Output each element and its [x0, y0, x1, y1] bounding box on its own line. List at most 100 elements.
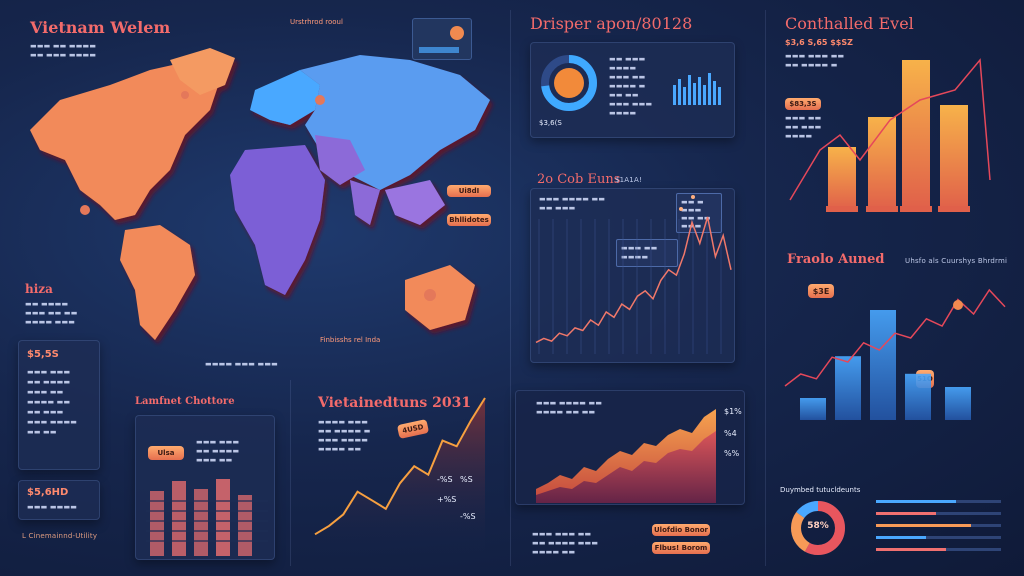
mini-bar: [673, 85, 676, 105]
bar: [870, 310, 896, 420]
panel-text: ▬▬▬ ▬▬▬▬ ▬▬ ▬▬ ▬▬▬: [539, 195, 606, 212]
map-pill-1[interactable]: Ui8dI: [447, 185, 491, 197]
mini-bar: [678, 79, 681, 105]
growth-label: +%S: [437, 495, 457, 504]
mini-bar: [703, 85, 706, 105]
tooltip-box: ▬▬ ▬ ▬▬▬ ▬▬ ▬▬ ▬▬▬: [676, 193, 722, 233]
greenland: [170, 48, 235, 95]
kpi-text: ▬▬▬ ▬▬▬ ▬▬ ▬▬▬▬ ▬▬▬ ▬▬ ▬▬▬▬ ▬▬ ▬▬ ▬▬▬ ▬▬▬ ▬▬▬…: [27, 368, 78, 436]
bar: [905, 373, 931, 420]
growth-label: -%S: [460, 512, 476, 521]
map-caption: ▬▬▬▬ ▬▬▬ ▬▬▬: [205, 360, 278, 368]
skyline-bar-chart: [789, 58, 991, 212]
section-title: hiza: [25, 282, 53, 296]
kpi-value: $5,6HD: [27, 487, 69, 498]
bar: [172, 481, 186, 556]
area-label: $1%: [724, 407, 742, 416]
chart-title: Lamfnet Chottore: [135, 396, 235, 407]
mini-bar: [708, 73, 711, 105]
chart-caption: ▬▬▬▬ ▬▬▬ ▬▬ ▬▬▬▬ ▬ ▬▬▬ ▬▬▬▬ ▬▬▬▬ ▬▬: [318, 418, 371, 453]
bar-base: [900, 206, 932, 212]
mini-bars: [673, 73, 721, 105]
divider: [510, 10, 511, 566]
map-marker: [424, 289, 436, 301]
trend-line: [789, 58, 991, 201]
pie-slice: [791, 501, 845, 555]
mini-bar: [718, 87, 721, 105]
mini-bar: [693, 83, 696, 105]
section-sub: Uhsfo als Cuurshys Bhrdrmi: [905, 257, 1008, 265]
section-text: ▬▬ ▬▬▬▬ ▬▬▬ ▬▬ ▬▬ ▬▬▬▬ ▬▬▬: [25, 300, 78, 326]
donut-chart: [541, 55, 597, 111]
panel-pill[interactable]: Ulsa: [148, 446, 184, 460]
africa: [230, 145, 325, 295]
progress-track: [876, 536, 1001, 539]
pie-slice: [791, 501, 845, 555]
donut-value: $3,6(S: [539, 119, 562, 127]
mini-bar: [698, 77, 701, 105]
kpi-text: ▬▬▬ ▬▬ ▬▬ ▬▬▬ ▬▬▬▬: [785, 114, 822, 140]
kpi-card: $5,6HD ▬▬▬ ▬▬▬▬: [18, 480, 100, 520]
bar: [216, 479, 230, 556]
chart-title: Vietainedtuns 2031: [318, 395, 472, 411]
section-title: Fraolo Auned: [787, 252, 885, 267]
area-panel: ▬▬▬ ▬▬▬▬ ▬▬ ▬▬▬▬ ▬▬ ▬▬ $1% %4 %%: [515, 390, 745, 505]
india: [350, 180, 380, 225]
col3-title: Drisper apon/80128: [530, 14, 693, 33]
bar: [800, 398, 826, 420]
donut-value: 58%: [807, 521, 829, 531]
section-title: 2o Cob Euns: [537, 172, 621, 187]
series-line: [535, 216, 732, 344]
col3-pill-1[interactable]: Ulofdio Bonor: [652, 524, 710, 536]
bar: [835, 356, 861, 420]
footer-text: ▬▬▬ ▬▬▬ ▬▬ ▬▬ ▬▬▬▬ ▬▬▬ ▬▬▬▬ ▬▬: [532, 530, 599, 556]
bar-panel: Ulsa ▬▬▬ ▬▬▬ ▬▬ ▬▬▬▬ ▬▬▬ ▬▬: [135, 415, 275, 560]
progress-track: [876, 512, 1001, 515]
series-line: [784, 288, 1006, 387]
progress-fill: [876, 548, 946, 551]
bar: [868, 117, 896, 210]
col3-pill-2[interactable]: Flbus! Borom: [652, 542, 710, 554]
progress-fill: [876, 536, 926, 539]
col4-kpi: $83,3S: [785, 98, 821, 110]
progress-fill: [876, 512, 936, 515]
badge: $3E: [808, 284, 834, 298]
col4-text: ▬▬▬ ▬▬▬ ▬▬ ▬▬ ▬▬▬▬ ▬: [785, 52, 845, 69]
data-point: [953, 300, 963, 310]
kpi-card: $5,5S ▬▬▬ ▬▬▬ ▬▬ ▬▬▬▬ ▬▬▬ ▬▬ ▬▬▬▬ ▬▬ ▬▬ ▬▬▬ ▬…: [18, 340, 100, 470]
north-america: [30, 60, 220, 220]
legend-title: Duymbed tutucldeunts: [780, 486, 861, 494]
data-point: [691, 195, 695, 199]
kpi-text: ▬▬▬ ▬▬▬▬: [27, 503, 78, 511]
area-label: %%: [724, 449, 740, 458]
line-chart: [535, 195, 732, 354]
donut-text: ▬▬ ▬▬▬ ▬▬▬▬ ▬▬▬ ▬▬ ▬▬▬▬ ▬ ▬▬ ▬▬ ▬▬▬ ▬▬▬ ▬▬▬▬: [609, 55, 653, 117]
kpi-value: $5,5S: [27, 349, 59, 360]
line-panel: ▬▬▬ ▬▬▬▬ ▬▬ ▬▬ ▬▬▬ ▬▬▬ ▬▬ ▬▬▬▬ ▬▬ ▬ ▬▬▬ ▬▬ ▬…: [530, 188, 735, 363]
tooltip-box: ▬▬▬ ▬▬ ▬▬▬▬: [616, 239, 678, 267]
title-caption: ▬▬▬ ▬▬ ▬▬▬▬ ▬▬ ▬▬▬ ▬▬▬▬: [30, 42, 97, 59]
progress-fill: [876, 500, 956, 503]
divider: [765, 10, 766, 566]
se-asia: [385, 180, 445, 225]
map-marker: [181, 91, 189, 99]
growth-chart: [314, 397, 486, 555]
map-marker: [315, 95, 325, 105]
mini-bar: [688, 75, 691, 105]
footer-text: L Cinemainnd-Utility: [22, 532, 98, 540]
map-inset: [412, 18, 472, 60]
donut-panel: $3,6(S ▬▬ ▬▬▬ ▬▬▬▬ ▬▬▬ ▬▬ ▬▬▬▬ ▬ ▬▬ ▬▬ ▬▬▬ ▬▬…: [530, 42, 735, 138]
bar-base: [866, 206, 898, 212]
growth-area: [315, 398, 485, 555]
world-map: [30, 48, 490, 340]
bar: [902, 60, 930, 210]
panel-text: ▬▬▬ ▬▬▬▬ ▬▬ ▬▬▬▬ ▬▬ ▬▬: [536, 399, 603, 416]
middle-east: [315, 135, 365, 185]
map-pill-2[interactable]: Bhllidotes: [447, 214, 491, 226]
bar: [828, 147, 856, 210]
area-label: %4: [724, 429, 737, 438]
growth-label: %S: [460, 475, 473, 484]
area-series: [536, 431, 716, 503]
bar: [945, 387, 971, 420]
australia: [405, 265, 475, 330]
